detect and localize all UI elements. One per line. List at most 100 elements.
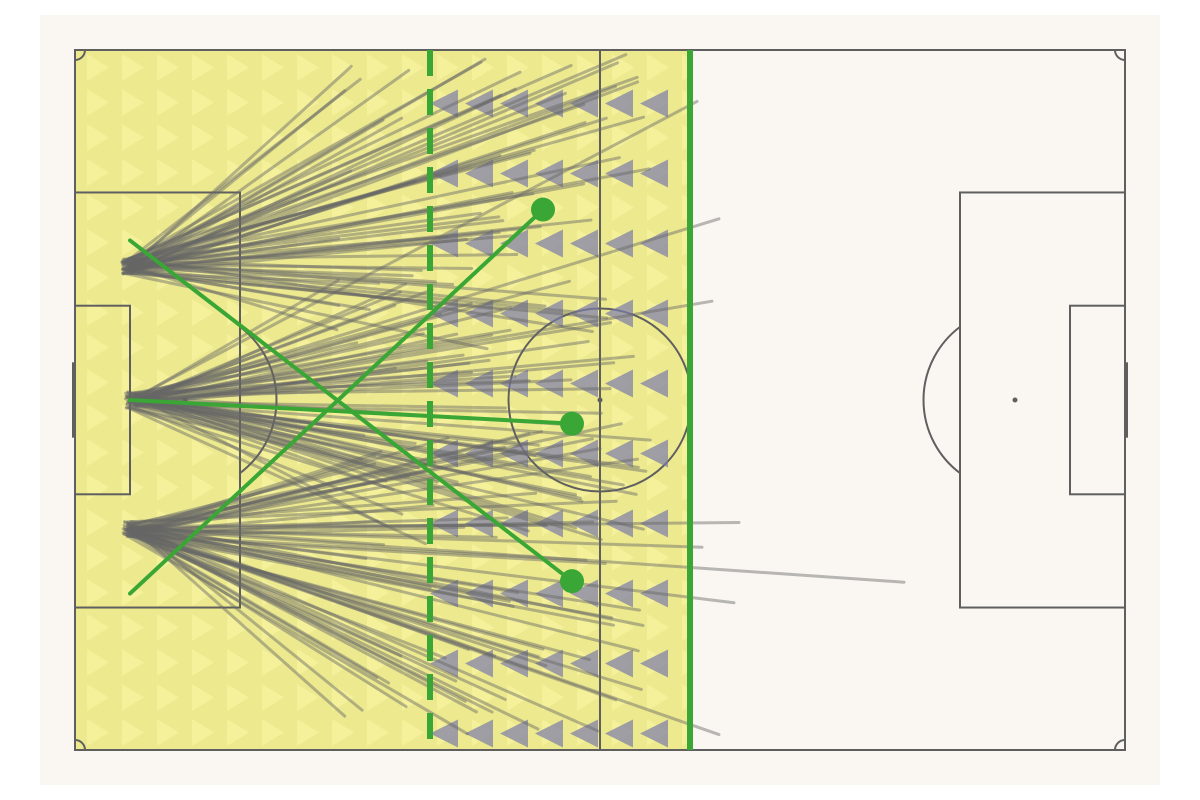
- pass-line: [135, 387, 612, 397]
- pass-line: [127, 422, 623, 531]
- pass-line: [130, 332, 425, 400]
- direction-arrow: [500, 229, 528, 258]
- pass-line: [127, 529, 642, 612]
- direction-arrow: [465, 299, 493, 328]
- pass-line: [121, 63, 573, 264]
- pass-line: [126, 391, 603, 542]
- direction-arrow: [640, 649, 668, 678]
- pass-line: [123, 156, 621, 265]
- pass-line: [122, 262, 474, 271]
- pass-line: [130, 431, 531, 534]
- pass-line: [135, 282, 408, 407]
- direction-arrow: [535, 719, 563, 748]
- direction-arrow: [640, 439, 668, 468]
- pass-line: [132, 169, 353, 272]
- pass-line: [128, 303, 397, 404]
- pass-line: [128, 392, 638, 496]
- pass-line: [133, 403, 578, 497]
- direction-arrow: [500, 299, 528, 328]
- pass-line: [127, 151, 532, 260]
- pass-line: [132, 115, 646, 262]
- pass-line: [120, 260, 607, 301]
- pass-line: [127, 234, 516, 270]
- pass-line: [121, 264, 414, 278]
- pass-line: [126, 271, 381, 285]
- pass-line: [126, 523, 467, 703]
- pass-line: [123, 262, 547, 308]
- pass-line: [126, 445, 506, 527]
- direction-arrow: [535, 649, 563, 678]
- direction-arrow: [605, 509, 633, 538]
- pass-line: [127, 534, 607, 565]
- pass-line: [133, 533, 643, 691]
- pass-line: [127, 524, 600, 733]
- pass-line: [125, 533, 588, 562]
- pass-line: [125, 75, 639, 261]
- pass-line: [127, 406, 427, 546]
- pass-line: [124, 516, 509, 532]
- penalty-arc-left: [239, 326, 278, 474]
- direction-arrow: [430, 439, 458, 468]
- pass-line: [128, 468, 431, 537]
- pass-line: [129, 154, 502, 272]
- pass-line: [126, 524, 470, 651]
- pass-line: [129, 529, 515, 608]
- pass-line: [127, 393, 421, 470]
- direction-arrow: [465, 649, 493, 678]
- corner-arc-bl: [74, 739, 86, 751]
- direction-arrow: [605, 89, 633, 118]
- pass-line: [121, 271, 489, 351]
- pass-line-long: [129, 99, 699, 402]
- pass-line: [121, 85, 617, 275]
- pass-line: [128, 89, 347, 267]
- corner-arc-tr: [1114, 49, 1126, 61]
- pass-line: [121, 68, 411, 276]
- pass-line: [123, 528, 379, 680]
- direction-arrow: [605, 299, 633, 328]
- pass-line-long: [127, 521, 741, 531]
- direction-arrow: [465, 89, 493, 118]
- highlighted-passes: [128, 197, 584, 596]
- pass-line: [125, 405, 439, 484]
- pass-line: [129, 340, 590, 407]
- direction-arrow: [535, 369, 563, 398]
- pass-line: [129, 520, 645, 627]
- pitch-markings: [72, 49, 1128, 751]
- pass-line: [130, 321, 613, 403]
- direction-arrow: [640, 579, 668, 608]
- pass-line: [127, 525, 386, 547]
- pass-line: [129, 257, 594, 334]
- pass-line: [129, 118, 385, 270]
- pass-line: [131, 503, 435, 535]
- pass-line: [126, 521, 347, 718]
- pass-line: [133, 436, 450, 531]
- pass-line: [122, 532, 592, 662]
- pass-line: [128, 402, 417, 445]
- pass-line: [122, 53, 628, 270]
- direction-arrow: [570, 159, 598, 188]
- pass-line: [125, 93, 503, 262]
- pass-line: [135, 401, 540, 447]
- direction-arrow: [430, 509, 458, 538]
- pass-line: [130, 519, 380, 538]
- direction-arrow: [500, 649, 528, 678]
- highlight-pass-end: [531, 197, 555, 222]
- direction-arrow: [535, 579, 563, 608]
- arrow-grid: [430, 89, 668, 748]
- direction-arrow: [605, 229, 633, 258]
- direction-arrow: [500, 89, 528, 118]
- pass-line: [132, 396, 436, 464]
- pass-line: [131, 533, 408, 709]
- pass-line: [128, 430, 543, 535]
- pass-line: [127, 271, 503, 311]
- direction-arrow: [570, 509, 598, 538]
- pass-line: [121, 520, 595, 535]
- pass-line: [133, 374, 517, 401]
- pass-line: [122, 235, 449, 265]
- pass-line: [130, 328, 512, 395]
- pass-line: [124, 261, 437, 284]
- pass-line: [125, 288, 434, 406]
- pass-line: [134, 279, 571, 400]
- direction-arrow: [605, 649, 633, 678]
- pass-line: [122, 57, 487, 272]
